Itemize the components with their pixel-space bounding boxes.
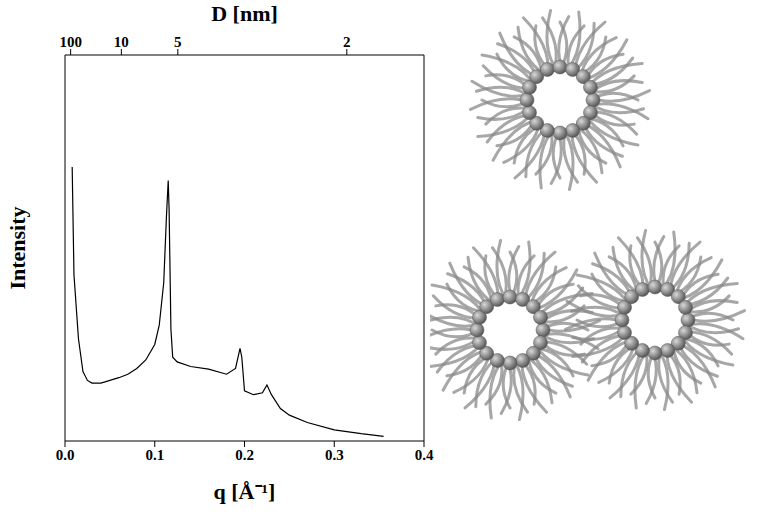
svg-text:0.4: 0.4 [415, 447, 434, 463]
svg-text:q [Å⁻¹]: q [Å⁻¹] [214, 479, 276, 504]
svg-text:10: 10 [114, 34, 129, 50]
svg-text:D [nm]: D [nm] [211, 1, 278, 26]
svg-text:0.0: 0.0 [56, 447, 75, 463]
svg-text:Intensity: Intensity [5, 206, 30, 289]
svg-text:0.1: 0.1 [145, 447, 164, 463]
svg-text:5: 5 [174, 34, 182, 50]
svg-text:0.3: 0.3 [325, 447, 344, 463]
svg-text:0.2: 0.2 [235, 447, 254, 463]
svg-text:100: 100 [59, 34, 82, 50]
svg-text:2: 2 [343, 34, 351, 50]
